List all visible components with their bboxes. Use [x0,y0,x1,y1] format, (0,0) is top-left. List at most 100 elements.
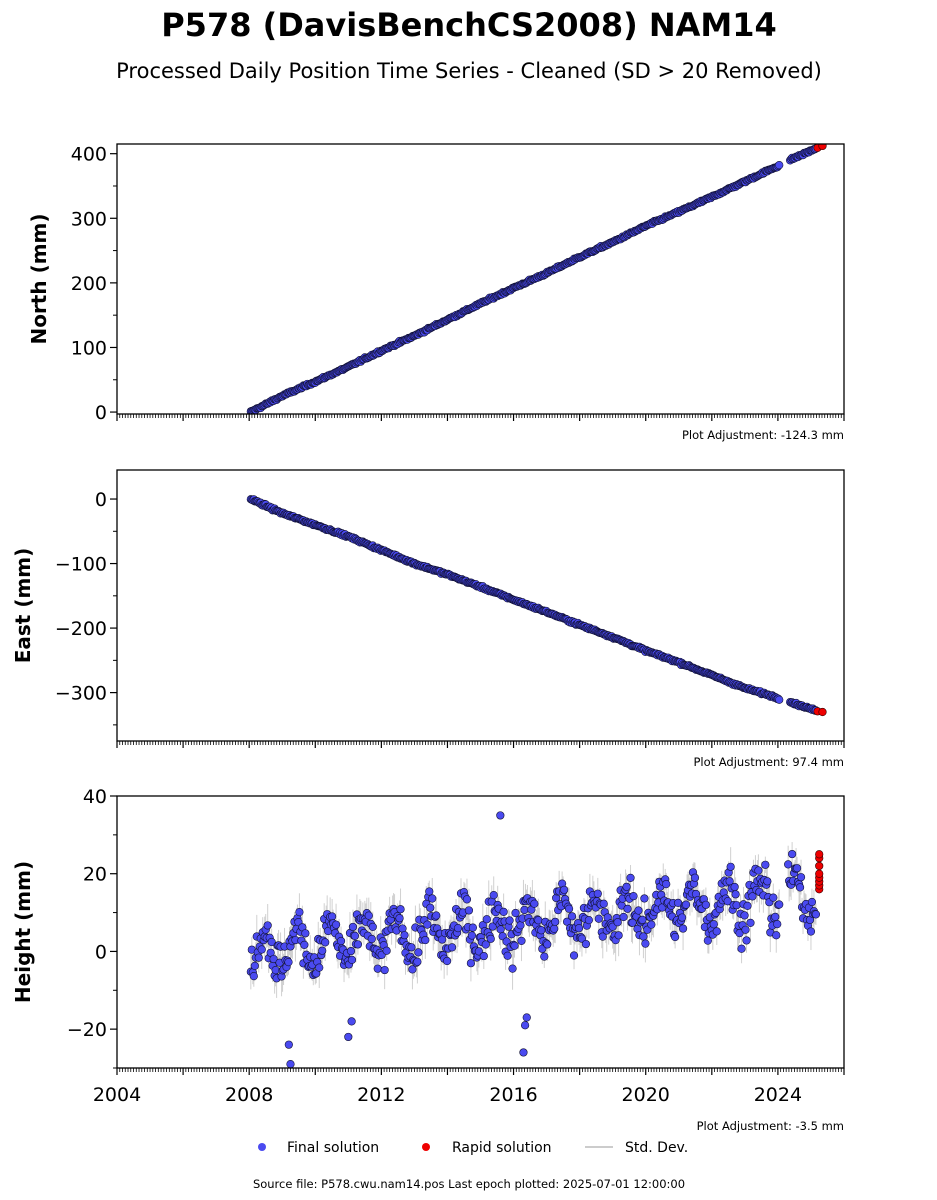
legend-std-label: Std. Dev. [625,1140,688,1156]
final-solution-point [464,906,474,915]
data-layer [246,495,827,717]
y-tick-label: 200 [71,273,107,295]
x-tick-label: 2016 [489,1084,537,1106]
final-solution-point [550,924,559,933]
rapid-points [813,707,827,717]
final-solution-point [619,912,628,922]
final-solution-point [482,915,491,924]
y-tick-label: 400 [71,144,107,166]
final-solution-point [395,914,404,923]
y-tick-label: −100 [55,554,107,576]
x-tick-label: 2024 [754,1084,802,1106]
y-tick-label: 300 [71,208,107,230]
final-solution-point [731,890,740,899]
final-solution-point [447,943,457,952]
final-solution-point [462,895,472,904]
legend-rapid-label: Rapid solution [452,1140,552,1156]
rapid-solution-point [815,869,824,878]
y-axis-label: North (mm) [27,213,51,344]
final-solution-point [678,924,688,933]
final-solution-point [321,938,330,947]
y-tick-label: −200 [55,618,107,640]
final-solution-point [295,907,304,917]
final-solution-point [496,925,505,934]
final-solution-point [284,958,293,967]
final-solution-point [540,952,549,961]
final-solution-point [701,900,710,909]
final-solution-point [772,931,781,940]
final-solution-point [328,912,337,921]
final-solution-point [254,953,263,962]
final-solution-point [564,904,574,913]
x-tick-label: 2004 [93,1084,141,1106]
rapid-solution-point [818,707,827,717]
final-solution-point [400,931,409,940]
panel-frame [116,143,845,415]
final-solution-point [742,936,751,945]
final-solution-point [584,916,593,925]
final-solution-point [811,910,821,919]
y-tick-label: −300 [55,683,107,705]
final-solution-point [249,971,258,981]
final-solution-point [806,927,816,936]
y-tick-label: 0 [95,941,107,963]
final-solution-point [594,914,603,923]
final-solution-point [709,920,718,929]
final-solution-point [530,899,539,908]
final-solution-point [505,916,514,925]
y-tick-label: −20 [67,1019,107,1041]
y-tick-label: 40 [83,786,107,808]
final-solution-point [775,161,784,170]
y-axis-label: Height (mm) [11,861,35,1003]
final-solution-point [346,946,356,956]
final-solution-point [499,907,508,916]
rapid-points [815,850,824,894]
final-solution-outlier [522,1013,531,1022]
final-solution-point [677,913,687,922]
final-solution-point [263,921,272,930]
final-solution-outlier [519,1048,528,1057]
legend-final-label: Final solution [287,1140,379,1156]
final-solution-point [640,894,649,903]
final-solution-point [732,901,741,910]
final-solution-point [318,946,327,955]
y-tick-label: 0 [95,402,107,424]
final-solution-point [516,921,525,930]
data-layer [246,811,824,1068]
final-solution-point [443,956,452,966]
final-solution-point [623,904,632,913]
final-solution-point [426,903,435,912]
final-solution-outlier [521,1021,530,1030]
final-solution-point [622,882,631,891]
final-points [246,144,821,414]
final-solution-point [614,931,623,940]
y-tick-label: 0 [95,489,107,511]
final-solution-point [662,880,671,889]
final-solution-point [271,966,280,975]
data-layer [246,144,827,414]
final-solution-point [763,877,772,886]
panel-1: North (mm) 0 100 200 300 400 Plot Adjustment: … [27,143,845,442]
plot-adjustment-label: Plot Adjustment: -124.3 mm [682,428,844,442]
final-solution-point [784,860,793,869]
final-solution-point [567,912,577,921]
final-solution-point [257,945,266,954]
final-solution-point [364,911,373,920]
final-solution-point [737,944,746,953]
final-solution-point [671,932,680,942]
final-solution-point [432,911,441,920]
final-points [246,495,821,715]
final-solution-point [508,964,517,973]
final-solution-point [681,900,691,909]
panel-frame [116,469,845,742]
final-solution-point [743,901,752,910]
final-solution-point [807,897,817,907]
final-solution-point [350,931,360,940]
final-solution-point [300,940,309,949]
final-solution-point [250,961,259,970]
final-solution-point [771,912,780,921]
final-solution-point [466,959,476,968]
final-solution-outlier [284,1040,293,1049]
